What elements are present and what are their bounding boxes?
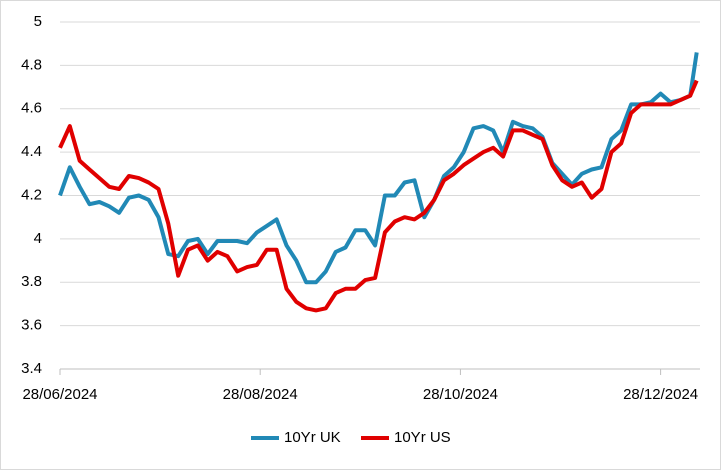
y-tick-label: 5	[34, 13, 42, 30]
y-tick-label: 4.2	[21, 186, 42, 203]
x-tick-label: 28/08/2024	[223, 386, 298, 403]
x-tick-label: 28/12/2024	[623, 386, 698, 403]
x-tick-label: 28/10/2024	[423, 386, 498, 403]
series-line	[58, 52, 699, 285]
y-tick-label: 3.6	[21, 317, 42, 334]
series-line	[58, 79, 699, 313]
legend-label: 10Yr UK	[284, 429, 341, 446]
legend-label: 10Yr US	[394, 429, 451, 446]
y-tick-label: 3.4	[21, 360, 42, 377]
y-tick-label: 4.4	[21, 143, 42, 160]
y-tick-label: 4.6	[21, 100, 42, 117]
y-tick-label: 4	[34, 230, 42, 247]
y-tick-label: 3.8	[21, 273, 42, 290]
x-tick-label: 28/06/2024	[22, 386, 97, 403]
y-tick-label: 4.8	[21, 56, 42, 73]
